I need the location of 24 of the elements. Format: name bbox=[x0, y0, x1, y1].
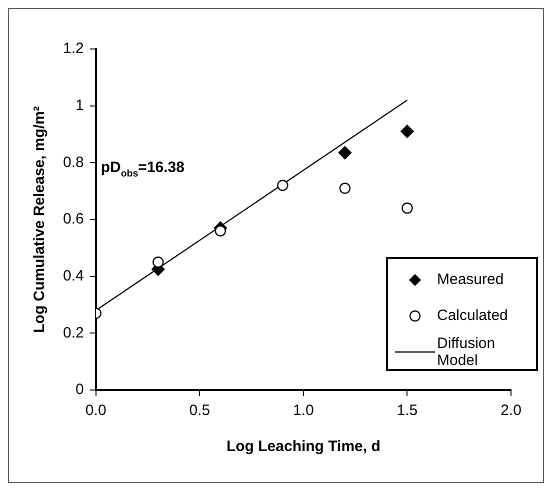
x-tick-label: 1.0 bbox=[292, 402, 314, 420]
legend-label: Measured bbox=[437, 271, 504, 288]
x-tick-label: 2.0 bbox=[500, 402, 522, 420]
x-tick-label: 1.5 bbox=[396, 402, 418, 420]
y-tick-label: 0.4 bbox=[62, 267, 84, 284]
point bbox=[214, 225, 226, 236]
legend-label: Diffusion Model bbox=[437, 335, 496, 370]
point bbox=[400, 124, 414, 138]
legend-label: Calculated bbox=[437, 307, 508, 324]
x-tick-label: 0.5 bbox=[189, 402, 210, 420]
point bbox=[152, 256, 164, 268]
y-tick-label: 0.2 bbox=[62, 324, 84, 342]
x-axis-title: Log Leaching Time, d bbox=[226, 438, 380, 456]
y-axis-title: Log Cumulative Release, mg/m² bbox=[31, 106, 48, 333]
point bbox=[339, 182, 351, 194]
x-tick-label: 0.0 bbox=[85, 402, 106, 420]
point bbox=[402, 202, 413, 214]
y-tick-label: 0.8 bbox=[62, 154, 84, 171]
y-tick-label: 0 bbox=[76, 381, 84, 398]
point bbox=[277, 180, 288, 191]
y-tick-label: 1 bbox=[76, 96, 84, 114]
y-tick-label: 1.2 bbox=[62, 40, 84, 58]
y-tick-label: 0.6 bbox=[62, 210, 84, 228]
point bbox=[338, 146, 352, 160]
